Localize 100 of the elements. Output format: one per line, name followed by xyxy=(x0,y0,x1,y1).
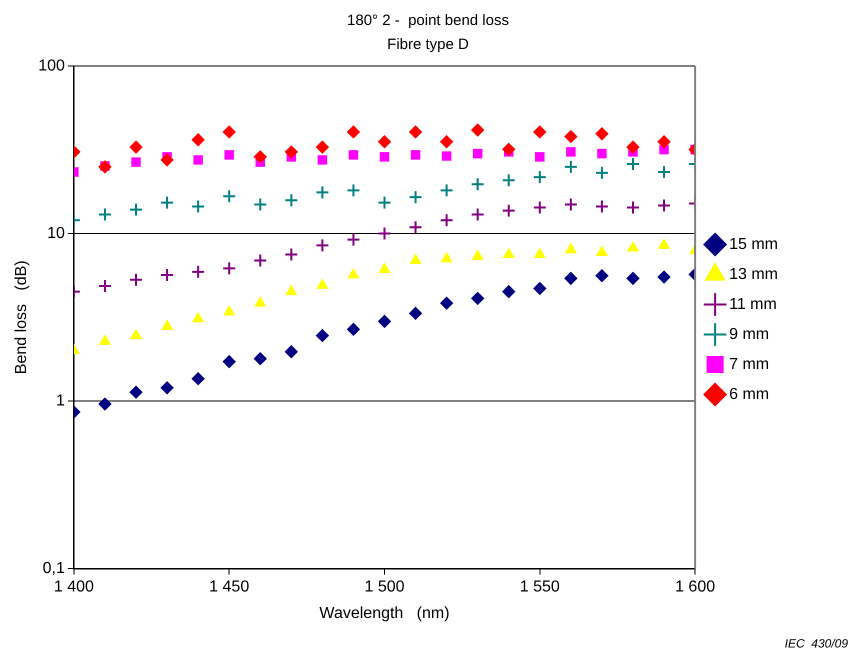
point xyxy=(472,148,482,158)
point xyxy=(597,148,607,158)
point xyxy=(160,196,174,210)
point xyxy=(191,200,206,214)
point xyxy=(627,241,639,252)
point xyxy=(408,190,423,204)
y-tick-label: 100 xyxy=(38,57,65,74)
legend-label: 9 mm xyxy=(729,326,770,343)
point xyxy=(346,322,360,336)
point xyxy=(564,160,578,174)
point xyxy=(98,398,112,411)
chart-subtitle: Fibre type D xyxy=(387,36,470,54)
point xyxy=(657,198,672,212)
point xyxy=(130,386,143,399)
point xyxy=(346,232,360,247)
point xyxy=(253,254,268,268)
point xyxy=(595,127,608,140)
legend-label: 6 mm xyxy=(729,386,770,403)
point xyxy=(658,238,670,249)
point xyxy=(626,157,640,172)
point xyxy=(192,372,205,386)
point xyxy=(130,140,143,154)
point xyxy=(316,140,329,154)
point xyxy=(471,123,484,136)
point xyxy=(348,268,360,278)
point xyxy=(378,263,390,273)
point xyxy=(284,145,298,158)
point xyxy=(284,345,298,358)
point xyxy=(595,269,608,282)
point xyxy=(193,155,203,165)
point xyxy=(440,252,452,262)
text: IEC 430/09 xyxy=(784,636,848,650)
point xyxy=(408,220,423,234)
point xyxy=(284,193,298,208)
point xyxy=(502,173,516,188)
y-axis-title: Bend loss (dB) xyxy=(13,260,30,374)
point xyxy=(533,125,546,138)
legend-label: 11 mm xyxy=(729,296,777,313)
point xyxy=(224,150,234,160)
point xyxy=(318,155,328,165)
y-tick-label: 10 xyxy=(47,224,65,242)
point xyxy=(657,164,672,179)
point xyxy=(442,151,452,161)
point xyxy=(502,142,516,156)
point xyxy=(440,213,454,228)
point xyxy=(224,306,235,316)
point xyxy=(533,282,546,295)
point xyxy=(254,296,266,307)
point xyxy=(98,279,112,294)
point xyxy=(191,264,206,279)
point xyxy=(222,261,236,276)
point xyxy=(222,355,236,368)
point xyxy=(348,150,358,160)
point xyxy=(564,130,578,144)
point xyxy=(410,150,420,160)
point xyxy=(284,247,298,262)
point xyxy=(131,157,141,167)
point xyxy=(160,381,174,394)
y-tick-label: 1 xyxy=(56,392,65,410)
point xyxy=(471,292,484,305)
point xyxy=(535,152,545,162)
point xyxy=(626,272,640,285)
chart-title: 180° 2 - point bend loss xyxy=(347,12,509,30)
point xyxy=(565,243,577,254)
y-tick-label: 0,1 xyxy=(42,560,65,578)
point xyxy=(502,285,516,298)
point xyxy=(316,329,329,342)
legend-label: 15 mm xyxy=(729,236,778,253)
point xyxy=(346,183,360,198)
point xyxy=(378,196,392,210)
point xyxy=(378,226,392,241)
point xyxy=(440,296,454,310)
point xyxy=(534,248,546,258)
point xyxy=(566,147,576,157)
point xyxy=(502,204,516,218)
point xyxy=(129,272,144,287)
point xyxy=(440,135,454,148)
point xyxy=(378,314,391,328)
x-tick-label: 1 450 xyxy=(209,578,250,596)
point xyxy=(409,306,422,320)
x-axis-title: Wavelength (nm) xyxy=(319,604,450,622)
x-tick-label: 1 550 xyxy=(520,578,560,596)
point xyxy=(596,246,608,256)
point xyxy=(564,272,578,285)
x-tick-label: 1 400 xyxy=(54,578,94,596)
point xyxy=(626,140,640,154)
point xyxy=(470,207,485,222)
point xyxy=(99,334,111,345)
point xyxy=(192,312,204,322)
point xyxy=(658,135,671,148)
point xyxy=(472,250,484,260)
point xyxy=(346,125,360,138)
point xyxy=(594,166,609,180)
point xyxy=(98,207,112,222)
point xyxy=(222,189,236,204)
point xyxy=(658,270,671,284)
point xyxy=(316,278,328,289)
point xyxy=(253,198,268,212)
point xyxy=(626,200,640,215)
point xyxy=(378,135,391,148)
